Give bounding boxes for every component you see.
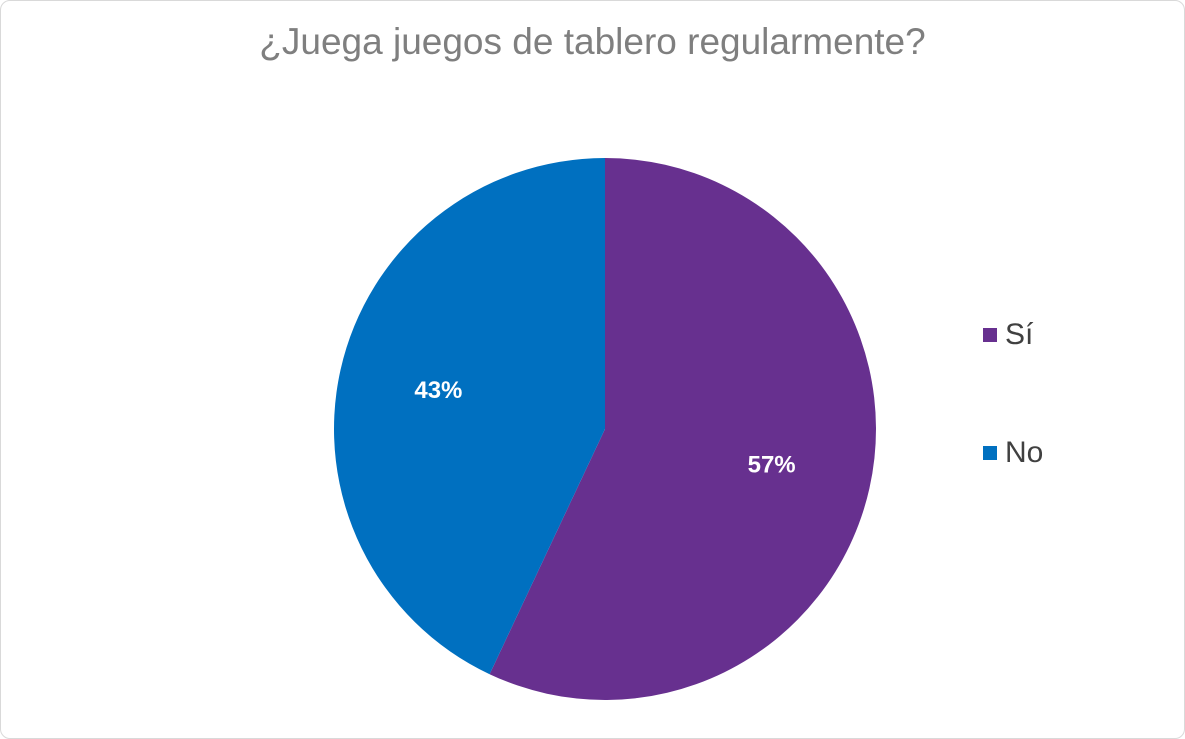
data-label-no: 43% <box>414 377 462 404</box>
legend-item-si: Sí <box>983 313 1033 357</box>
chart-title: ¿Juega juegos de tablero regularmente? <box>259 21 926 62</box>
legend-swatch-si <box>983 328 997 342</box>
legend-label-no: No <box>1005 436 1044 469</box>
legend-item-no: No <box>983 431 1043 475</box>
pie-slice-s <box>489 158 876 700</box>
legend-label-si: Sí <box>1005 318 1034 351</box>
pie-slice-no <box>334 158 605 675</box>
legend-swatch-no <box>983 446 997 460</box>
data-label-s: 57% <box>748 452 796 479</box>
